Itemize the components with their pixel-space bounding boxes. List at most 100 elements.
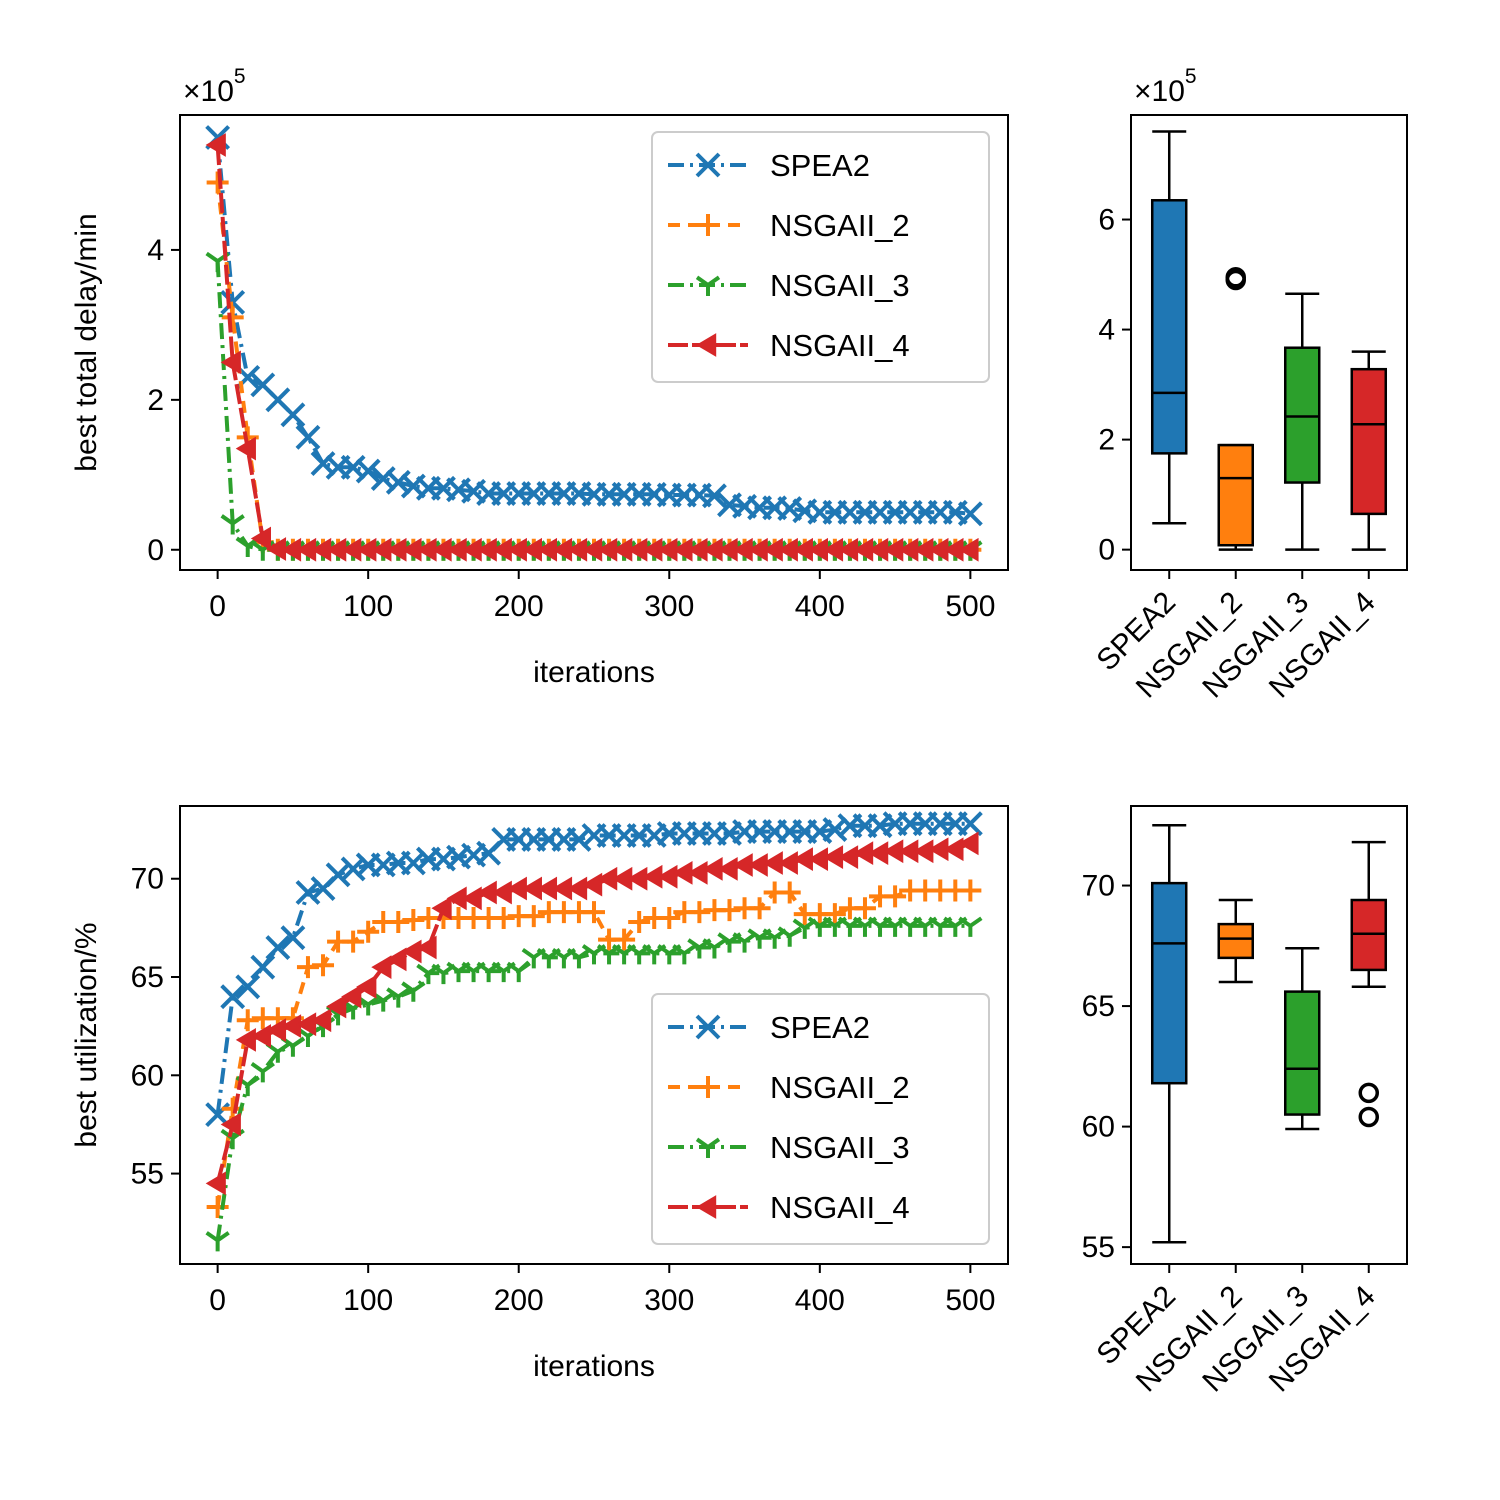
legend-label: NSGAII_2 (770, 208, 910, 243)
y-offset-base: ×10 (183, 75, 234, 108)
data-point (416, 935, 437, 960)
data-point (822, 817, 848, 843)
data-point (205, 1231, 230, 1252)
data-point (385, 469, 411, 495)
x-tick-label: 500 (945, 1284, 995, 1317)
data-point (265, 1018, 287, 1042)
box-body (1284, 990, 1321, 1116)
data-point (702, 483, 727, 509)
legend-label: NSGAII_2 (770, 1070, 910, 1105)
box-spea2 (1150, 130, 1188, 525)
x-tick-label: 0 (209, 1284, 226, 1317)
data-point (522, 905, 545, 928)
data-point (386, 987, 411, 1008)
legend-swatch-marker (696, 1195, 717, 1219)
series-nsgaii_4 (205, 831, 979, 1196)
data-point (355, 458, 381, 484)
data-point (206, 1196, 229, 1218)
x-tick-label: 300 (644, 590, 694, 623)
data-point (958, 916, 983, 937)
y-offset-exponent: 5 (1185, 65, 1197, 88)
legend-swatch-marker (695, 1014, 721, 1040)
y-offset-text: ×105 (183, 65, 246, 108)
box-nsgaii_2 (1217, 267, 1254, 551)
y-offset-exponent: 5 (234, 65, 246, 88)
data-point (295, 880, 321, 905)
series-spea2 (205, 125, 983, 527)
data-point (491, 880, 512, 905)
data-point (672, 944, 697, 965)
y-tick-label: 65 (1082, 990, 1115, 1023)
data-point (658, 907, 681, 930)
legend-frame (651, 993, 990, 1245)
data-point (295, 1012, 317, 1037)
data-point (884, 885, 907, 908)
data-point (583, 901, 605, 924)
legend-label: NSGAII_4 (770, 1190, 910, 1225)
data-point (957, 501, 983, 527)
x-tick-label: 400 (795, 590, 845, 623)
data-point (326, 994, 347, 1019)
x-tick-label: 0 (209, 590, 226, 623)
box-nsgaii_3 (1284, 946, 1321, 1131)
data-point (628, 910, 651, 933)
data-point (250, 954, 276, 980)
data-point (431, 896, 452, 921)
data-point (687, 860, 708, 885)
box-spea2 (1150, 824, 1188, 1244)
axes-frame (179, 805, 1009, 1265)
data-point (958, 537, 979, 562)
box-body (1217, 922, 1254, 960)
series-nsgaii_4 (205, 133, 979, 562)
data-point (461, 886, 482, 911)
box-nsgaii_3 (1284, 292, 1321, 551)
legend: SPEA2 NSGAII_2 NSGAII_3 NSGAII_4 (651, 131, 990, 383)
legend: SPEA2 NSGAII_2 NSGAII_3 NSGAII_4 (651, 993, 990, 1245)
data-point (221, 306, 244, 329)
legend-swatch-marker (695, 152, 721, 178)
data-point (280, 402, 306, 428)
x-tick-label: 300 (644, 1284, 694, 1317)
data-point (206, 171, 229, 194)
legend-swatch-marker (696, 333, 717, 357)
data-point (506, 961, 531, 983)
x-tick-label: 200 (494, 590, 544, 623)
y-tick-label: 4 (1098, 314, 1115, 347)
x-tick-label: 100 (343, 1284, 393, 1317)
y-tick-label: 4 (147, 234, 164, 267)
data-point (943, 837, 964, 862)
data-point (250, 1062, 275, 1083)
data-point (205, 133, 226, 157)
data-point (235, 1028, 256, 1052)
y-tick-label: 55 (131, 1158, 164, 1191)
x-axis-label: iterations (533, 656, 655, 689)
data-point (280, 925, 306, 951)
legend-swatch-marker (697, 1076, 719, 1098)
data-point (566, 948, 592, 969)
box-body (1150, 881, 1188, 1085)
data-point (311, 1008, 332, 1033)
data-point (837, 845, 859, 869)
x-tick-label: 200 (494, 1284, 544, 1317)
data-point (310, 451, 336, 476)
y-tick-label: 60 (1082, 1111, 1115, 1144)
y-tick-label: 2 (1098, 424, 1115, 457)
data-point (265, 935, 291, 960)
data-point (340, 856, 366, 882)
data-point (340, 454, 366, 480)
y-tick-label: 60 (131, 1059, 164, 1092)
data-point (312, 954, 335, 977)
box-nsgaii_4 (1350, 350, 1388, 551)
box-body (1150, 199, 1188, 455)
y-offset-text: ×105 (1134, 65, 1197, 108)
x-tick-label: 400 (795, 1284, 845, 1317)
y-offset-base: ×10 (1134, 75, 1185, 108)
x-axis-label: iterations (533, 1350, 655, 1383)
outlier-point (1225, 267, 1246, 288)
data-point (613, 928, 636, 951)
data-point (582, 872, 603, 897)
data-point (220, 984, 246, 1010)
data-point (778, 881, 801, 904)
data-point (220, 1112, 241, 1137)
data-point (958, 831, 979, 856)
